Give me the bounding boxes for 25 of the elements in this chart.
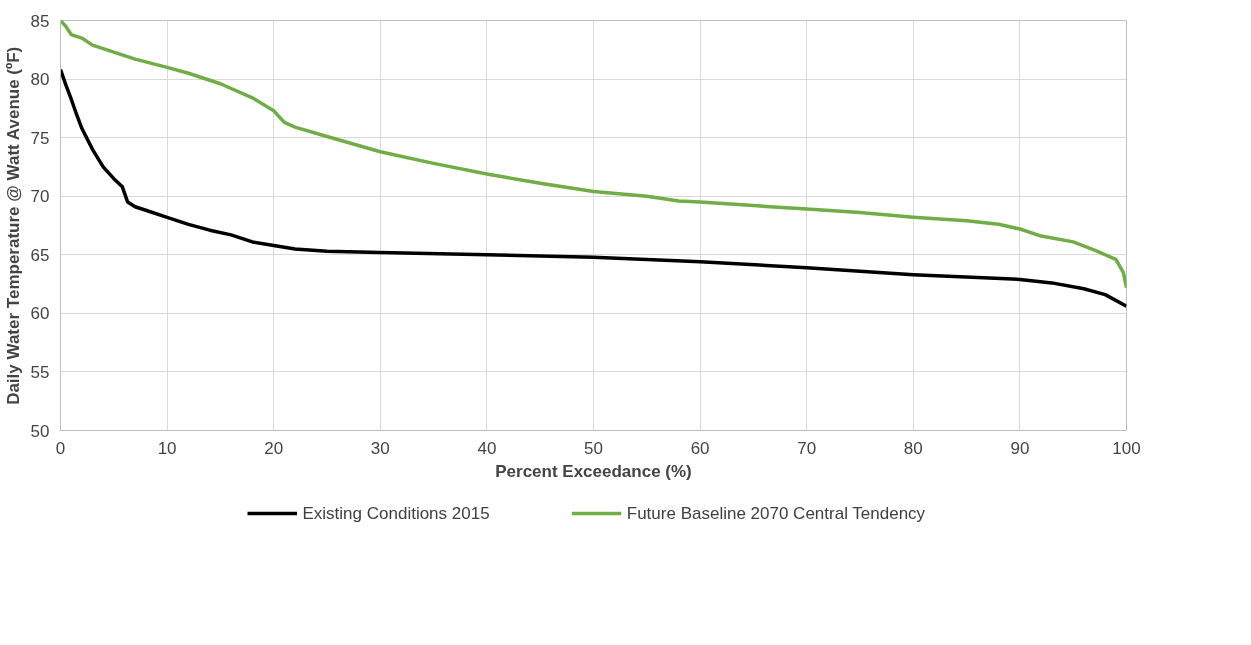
x-tick-label: 10 xyxy=(157,438,177,458)
legend-label: Future Baseline 2070 Central Tendency xyxy=(626,504,926,523)
y-tick-label: 85 xyxy=(30,11,50,31)
legend-label: Existing Conditions 2015 xyxy=(302,504,490,523)
x-tick-label: 30 xyxy=(370,438,390,458)
y-tick-label: 80 xyxy=(30,70,50,90)
x-tick-label: 20 xyxy=(264,438,284,458)
y-tick-label: 75 xyxy=(30,128,50,148)
x-tick-label: 80 xyxy=(903,438,923,458)
x-tick-label: 60 xyxy=(690,438,710,458)
y-axis-title: Daily Water Temperature @ Watt Avenue (ºF) xyxy=(3,46,23,405)
x-tick-label: 90 xyxy=(1010,438,1030,458)
x-axis-title: Percent Exceedance (%) xyxy=(495,461,692,481)
y-tick-label: 50 xyxy=(30,421,50,441)
x-tick-label: 70 xyxy=(797,438,817,458)
y-tick-label: 55 xyxy=(30,362,50,382)
line-series xyxy=(60,20,1127,290)
x-tick-label: 50 xyxy=(584,438,603,458)
x-tick-label: 0 xyxy=(55,438,66,458)
line-series xyxy=(60,67,1127,309)
x-tick-label: 40 xyxy=(477,438,497,458)
y-tick-label: 60 xyxy=(30,304,50,324)
x-tick-label: 100 xyxy=(1112,438,1141,458)
y-tick-label: 65 xyxy=(30,245,50,265)
y-tick-label: 70 xyxy=(30,187,50,207)
